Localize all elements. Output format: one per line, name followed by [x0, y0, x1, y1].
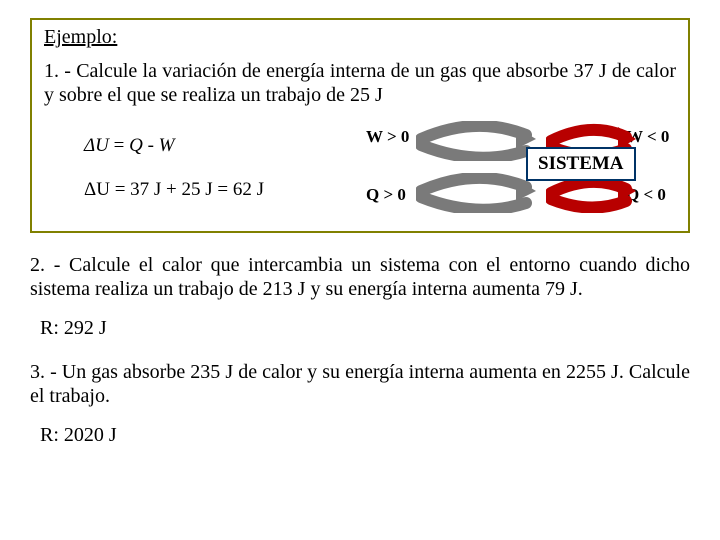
problem-1-text: 1. - Calcule la variación de energía int… — [44, 59, 676, 107]
formula-calc: ΔU = 37 J + 25 J = 62 J — [84, 179, 264, 201]
label-q-in: Q > 0 — [366, 185, 406, 205]
arrow-q-in-icon — [416, 173, 536, 213]
example-title: Ejemplo: — [44, 26, 676, 49]
label-w-in: W > 0 — [366, 127, 409, 147]
problem-2-text: 2. - Calcule el calor que intercambia un… — [30, 253, 690, 301]
problem-3-answer: R: 2020 J — [40, 424, 690, 447]
formula-main: ΔU = Q - W — [84, 135, 264, 157]
problem-2-answer: R: 292 J — [40, 317, 690, 340]
problem-3-text: 3. - Un gas absorbe 235 J de calor y su … — [30, 360, 690, 408]
page: Ejemplo: 1. - Calcule la variación de en… — [0, 0, 720, 540]
formula-block: ΔU = Q - W ΔU = 37 J + 25 J = 62 J — [84, 135, 264, 201]
system-diagram: W > 0 W < 0 Q > 0 Q < 0 SISTEMA — [356, 123, 676, 213]
example-box: Ejemplo: 1. - Calcule la variación de en… — [30, 18, 690, 233]
sistema-box: SISTEMA — [526, 147, 636, 181]
formula-and-diagram-row: ΔU = Q - W ΔU = 37 J + 25 J = 62 J — [44, 123, 676, 213]
arrow-w-in-icon — [416, 121, 536, 161]
